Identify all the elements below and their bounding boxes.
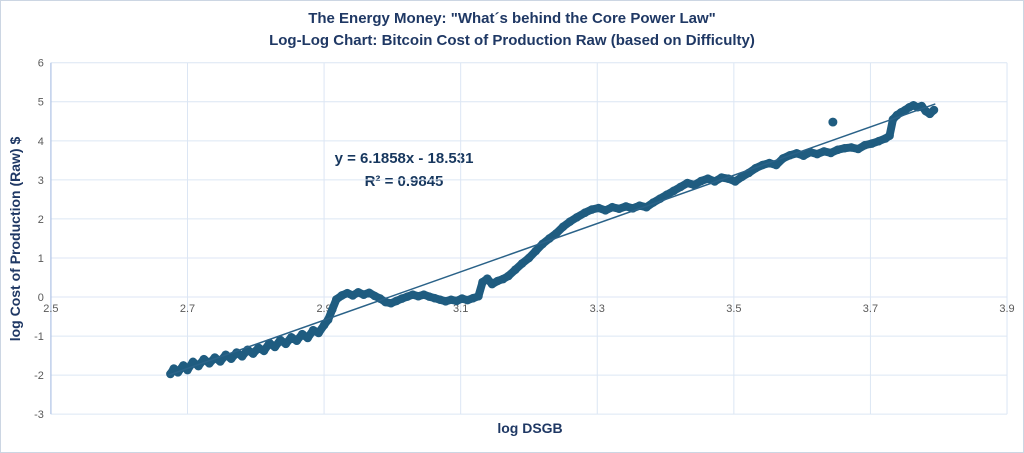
x-tick-label: 3.7 [863,303,878,315]
trendline-equation: y = 6.1858x - 18.531 [334,150,474,167]
y-tick-label: 6 [38,58,44,70]
y-tick-label: 1 [38,253,44,265]
scatter-point [696,176,706,186]
scatter-point [215,357,225,366]
scatter-point [517,259,527,268]
x-tick-label: 3.9 [999,303,1014,315]
scatter-point [929,105,939,115]
x-tick-label: 2.7 [180,303,195,315]
scatter-point [819,147,829,156]
scatter-point [474,291,483,301]
scatter-point [572,213,582,222]
scatter-point [669,186,679,196]
scatter-point [270,342,280,352]
scatter-point [662,190,672,199]
scatter-point [259,346,269,356]
scatter-point [703,174,713,183]
y-tick-label: 4 [38,136,44,148]
scatter-point [676,182,685,192]
chart-subtitle: Log-Log Chart: Bitcoin Cost of Productio… [269,32,755,49]
y-tick-label: 3 [38,175,44,187]
scatter-outlier-point [828,117,838,127]
scatter-point [730,177,740,186]
x-tick-label: 3.1 [453,303,468,315]
scatter-point [511,265,520,274]
chart-title: The Energy Money: "What´s behind the Cor… [308,10,716,27]
scatter-point [303,333,312,343]
scatter-point [327,305,337,314]
scatter-point [860,140,870,150]
scatter-point [551,229,561,238]
x-tick-label: 2.9 [316,303,331,315]
scatter-point [874,136,883,146]
scatter-point [587,205,597,214]
y-tick-label: -2 [34,370,44,382]
y-tick-label: -3 [34,409,44,421]
scatter-point [826,148,836,158]
scatter-point [580,208,590,217]
scatter-point [565,217,575,226]
scatter-point [799,151,808,160]
y-tick-label: 5 [38,97,44,109]
scatter-point [847,143,856,152]
scatter-point [840,143,849,153]
r-squared-value: R² = 0.9845 [364,173,444,190]
x-axis-title: log DSGB [497,420,563,436]
scatter-point [248,349,258,358]
scatter-point [885,131,894,141]
scatter-point [737,172,747,182]
x-tick-label: 3.3 [590,303,605,315]
scatter-point [601,206,610,215]
scatter-point [806,147,815,157]
scatter-point [614,204,624,214]
scatter-point [531,246,541,256]
scatter-point [504,271,513,281]
y-tick-label: -1 [34,331,44,343]
scatter-point [237,352,247,361]
scatter-point [867,139,877,148]
scatter-point [292,336,302,346]
trendline-annotation: y = 6.1858x - 18.531 R² = 0.9845 [335,147,474,193]
scatter-point [621,202,631,211]
scatter-point [594,203,603,213]
scatter-point [689,180,699,190]
y-tick-label: 2 [38,214,44,226]
x-tick-label: 3.5 [726,303,741,315]
scatter-point [558,222,568,232]
scatter-point [607,202,617,212]
x-tick-label: 2.5 [43,303,58,315]
trendline [168,103,936,376]
scatter-point [281,339,291,349]
scatter-point [314,328,323,338]
scatter-point [683,178,692,188]
scatter-point [833,145,842,155]
y-tick-label: 0 [38,292,44,304]
scatter-point [853,144,863,154]
scatter-point [812,149,822,159]
scatter-point [226,354,236,363]
scatter-point [771,160,781,170]
scatter-point [524,253,534,263]
